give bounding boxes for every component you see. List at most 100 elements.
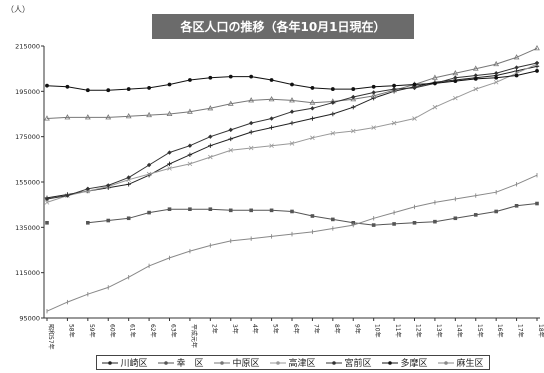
data-point: [493, 71, 499, 76]
legend-entry: 幸 区: [158, 356, 204, 369]
data-point: [45, 83, 49, 88]
x-tick-label: 4年: [251, 324, 259, 334]
data-point: [167, 166, 172, 171]
data-point: [44, 196, 50, 202]
legend-entry: 川崎区: [102, 356, 148, 369]
data-point: [514, 73, 519, 78]
legend-entry: 多摩区: [382, 356, 428, 369]
data-point: [188, 78, 192, 82]
data-point: [310, 135, 315, 141]
data-point: [371, 95, 376, 101]
data-point: [269, 78, 274, 82]
data-point: [208, 134, 213, 139]
x-tick-label: 58年: [67, 324, 75, 338]
data-point: [125, 113, 132, 119]
data-point: [167, 150, 172, 155]
data-point: [166, 110, 173, 116]
legend-entry: 高津区: [270, 356, 316, 369]
data-point: [65, 193, 70, 198]
data-point: [147, 210, 151, 215]
data-point: [187, 108, 193, 114]
data-point: [126, 87, 131, 91]
data-point: [351, 105, 356, 110]
x-tick-label: 18年: [537, 324, 544, 338]
data-point: [392, 83, 396, 88]
x-tick-label: 9年: [353, 324, 361, 334]
data-point: [187, 143, 193, 148]
data-point: [146, 171, 152, 177]
data-point: [514, 204, 519, 208]
data-point: [248, 97, 255, 103]
x-tick-label: 5年: [272, 324, 280, 334]
x-tick-label: 10年: [374, 324, 382, 338]
data-point: [370, 92, 377, 98]
data-point: [514, 65, 519, 70]
legend-label: 宮前区: [344, 359, 372, 369]
data-point: [412, 85, 417, 91]
data-point: [494, 75, 499, 80]
x-tick-label: 7年: [312, 324, 320, 334]
data-point: [433, 81, 437, 86]
data-point: [249, 208, 253, 213]
chart-title: 各区人口の推移（各年10月1日現在）: [152, 14, 414, 39]
data-point: [86, 221, 90, 225]
y-tick-label: 215000: [15, 43, 40, 51]
legend-swatch: [214, 360, 231, 365]
data-point: [228, 74, 233, 79]
data-point: [44, 200, 50, 205]
data-point: [248, 120, 254, 126]
x-tick-label: 6年: [292, 324, 300, 334]
data-point: [64, 114, 71, 120]
data-point: [330, 87, 335, 91]
data-point: [432, 104, 438, 110]
data-point: [208, 143, 213, 148]
x-tick-label: 12年: [415, 324, 423, 338]
x-tick-label: 16年: [496, 324, 504, 338]
data-point: [535, 201, 539, 206]
data-point: [106, 88, 111, 93]
data-point: [289, 120, 295, 126]
y-tick-label: 195000: [15, 88, 40, 96]
legend-swatch: [158, 360, 175, 365]
data-point: [371, 223, 376, 227]
legend-swatch: [270, 360, 287, 365]
data-point: [249, 74, 254, 79]
data-point: [412, 82, 417, 87]
data-point: [371, 84, 376, 89]
data-point: [371, 90, 376, 95]
data-point: [310, 116, 315, 121]
chart-legend: 川崎区 幸 区 中原区 高津区 宮前区 多摩区 麻生区: [96, 355, 490, 370]
data-point: [146, 111, 152, 118]
data-point: [269, 125, 274, 130]
data-point: [290, 209, 294, 214]
legend-entry: 麻生区: [438, 356, 484, 369]
data-point: [289, 97, 295, 103]
data-point: [269, 116, 274, 121]
y-tick-label: 135000: [15, 224, 40, 232]
data-point: [310, 86, 315, 90]
data-point: [147, 86, 151, 90]
data-point: [44, 115, 50, 121]
data-point: [351, 221, 356, 225]
data-point: [106, 183, 111, 188]
data-point: [228, 136, 233, 142]
x-tick-label: 14年: [455, 324, 463, 338]
data-point: [269, 208, 274, 213]
data-point: [167, 82, 172, 87]
data-point: [85, 88, 90, 93]
data-point: [126, 182, 131, 187]
data-point: [493, 79, 499, 85]
data-point: [228, 208, 233, 213]
legend-label: 川崎区: [120, 359, 148, 369]
x-tick-label: 61年: [129, 324, 137, 338]
data-point: [248, 145, 254, 151]
data-point: [493, 60, 500, 67]
legend-label: 幸 区: [176, 359, 204, 369]
legend-label: 多摩区: [400, 359, 428, 369]
data-point: [392, 222, 396, 226]
legend-swatch: [382, 360, 399, 365]
data-point: [453, 95, 458, 101]
data-point: [350, 128, 356, 134]
x-tick-label: 3年: [231, 324, 239, 334]
